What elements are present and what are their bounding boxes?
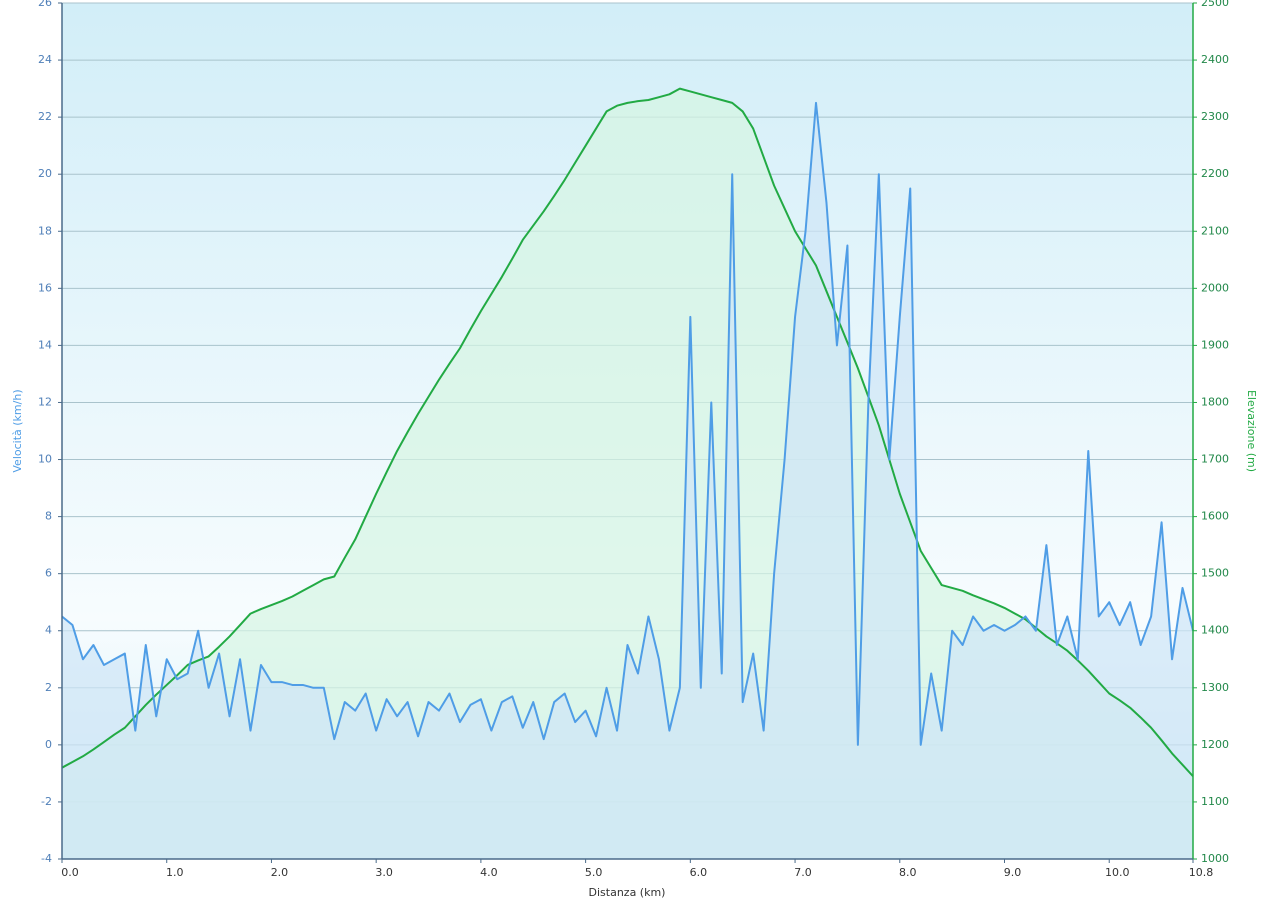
- x-tick-label: 10.8: [1189, 866, 1214, 879]
- y-tick-label: 24: [38, 53, 52, 66]
- x-axis-label: Distanza (km): [589, 886, 666, 899]
- y2-tick-label: 1800: [1201, 395, 1229, 408]
- y2-axis-label: Elevazione (m): [1245, 390, 1258, 472]
- x-tick-label: 4.0: [480, 866, 498, 879]
- y2-tick-label: 2500: [1201, 0, 1229, 9]
- x-tick-label: 9.0: [1004, 866, 1022, 879]
- x-tick-label: 7.0: [794, 866, 812, 879]
- y-tick-label: 2: [45, 681, 52, 694]
- y2-tick-label: 1400: [1201, 624, 1229, 637]
- x-tick-label: 0.0: [61, 866, 79, 879]
- x-tick-label: 3.0: [375, 866, 393, 879]
- y-tick-label: 14: [38, 338, 52, 351]
- y2-tick-label: 2100: [1201, 224, 1229, 237]
- y2-tick-label: 1500: [1201, 567, 1229, 580]
- y-tick-label: 6: [45, 567, 52, 580]
- y2-tick-label: 1000: [1201, 852, 1229, 865]
- y2-tick-label: 1100: [1201, 795, 1229, 808]
- y-tick-label: 0: [45, 738, 52, 751]
- line: [61, 101, 1194, 746]
- y-axis-label: Velocità (km/h): [11, 389, 24, 472]
- x-tick-label: 10.0: [1105, 866, 1130, 879]
- y-tick-label: 26: [38, 0, 52, 9]
- y-tick-label: 16: [38, 281, 52, 294]
- y2-tick-label: 1600: [1201, 510, 1229, 523]
- area: [62, 102, 1193, 860]
- y-tick-label: 8: [45, 510, 52, 523]
- y2-tick-label: 2200: [1201, 167, 1229, 180]
- x-tick-label: 2.0: [271, 866, 289, 879]
- x-tick-label: 6.0: [690, 866, 708, 879]
- y2-tick-label: 1300: [1201, 681, 1229, 694]
- y2-tick-label: 2400: [1201, 53, 1229, 66]
- y-tick-label: 20: [38, 167, 52, 180]
- y-tick-label: 22: [38, 110, 52, 123]
- x-tick-label: 1.0: [166, 866, 184, 879]
- y-tick-label: -2: [41, 795, 52, 808]
- x-tick-label: 5.0: [585, 866, 603, 879]
- line: [61, 87, 1194, 777]
- y-tick-label: 12: [38, 395, 52, 408]
- x-tick-label: 8.0: [899, 866, 917, 879]
- y-tick-label: 4: [45, 624, 52, 637]
- y2-tick-label: 1900: [1201, 338, 1229, 351]
- y2-tick-label: 1700: [1201, 453, 1229, 466]
- y2-tick-label: 1200: [1201, 738, 1229, 751]
- y-tick-label: 18: [38, 224, 52, 237]
- y2-tick-label: 2300: [1201, 110, 1229, 123]
- y-tick-label: -4: [41, 852, 52, 865]
- y-tick-label: 10: [38, 453, 52, 466]
- y2-tick-label: 2000: [1201, 281, 1229, 294]
